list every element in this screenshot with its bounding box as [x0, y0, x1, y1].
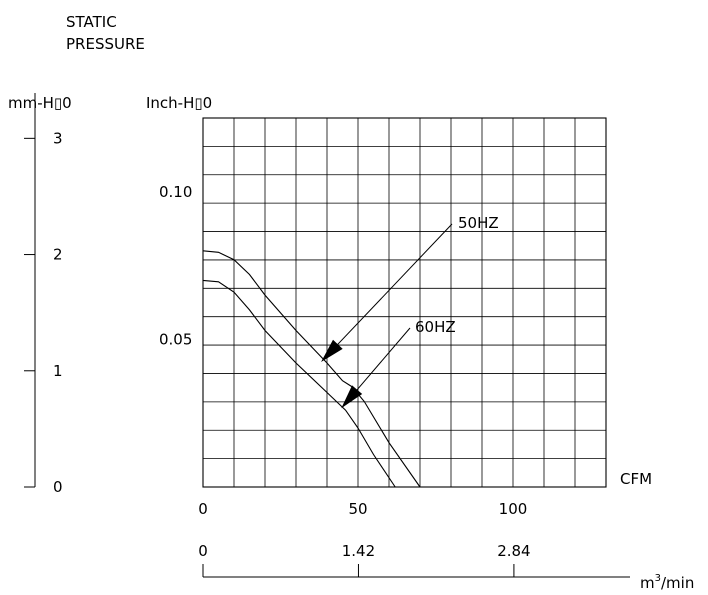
y-tick-label: 0.10 — [159, 183, 192, 201]
plot-grid — [202, 117, 607, 488]
m3-tick-label: 2.84 — [497, 542, 530, 560]
mm-tick-label: 2 — [53, 246, 63, 264]
x2-axis-label-main: m — [640, 574, 655, 592]
y-tick-label: 0.05 — [159, 330, 192, 348]
x-tick-label: 50 — [348, 500, 367, 518]
chart-title-line-1: STATIC — [66, 13, 117, 31]
series-label-60hz: 60HZ — [415, 318, 456, 336]
series-layer: 50HZ 60HZ — [202, 214, 499, 488]
mm-tick-label: 1 — [53, 362, 63, 380]
tick-labels: 0.10 0.05 0 50 100 — [159, 183, 527, 518]
mm-tick-label: 0 — [53, 478, 63, 496]
y2-axis-label: mm-H▯0 — [8, 94, 72, 112]
chart-title-line-2: PRESSURE — [66, 35, 145, 53]
y-axis-label: Inch-H▯0 — [146, 94, 212, 112]
m3-min-axis: 0 1.42 2.84 — [198, 542, 630, 578]
m3-tick-label: 0 — [198, 542, 208, 560]
mm-h2o-axis: 3 2 1 0 — [24, 93, 63, 496]
x-tick-label: 100 — [499, 500, 528, 518]
x-tick-label: 0 — [198, 500, 208, 518]
series-line-50hz — [202, 250, 421, 488]
x-axis-label: CFM — [620, 470, 652, 488]
label-50hz-arrowhead — [321, 339, 343, 362]
series-line-60hz — [202, 279, 396, 488]
series-label-50hz: 50HZ — [458, 214, 499, 232]
mm-tick-label: 3 — [53, 129, 63, 147]
x2-axis-label-rest: /min — [661, 574, 694, 592]
plot-frame — [202, 117, 607, 488]
x2-axis-label-sup: 3 — [655, 573, 661, 584]
m3-tick-label: 1.42 — [342, 542, 375, 560]
label-50hz-leader — [321, 223, 453, 361]
x2-axis-label: m3/min — [640, 573, 694, 592]
label-60hz-arrowhead — [341, 385, 363, 409]
